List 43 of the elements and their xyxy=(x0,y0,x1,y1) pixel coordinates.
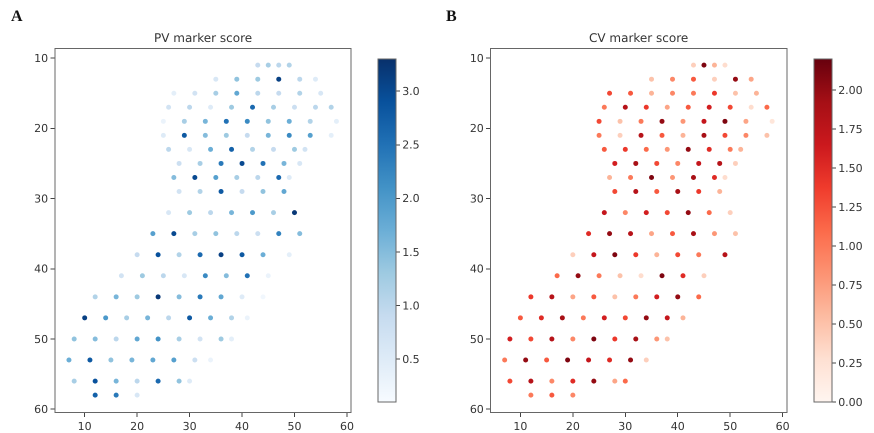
x-tick-label: 30 xyxy=(182,420,197,433)
color-bar-label: 1.0 xyxy=(402,299,420,312)
x-tick-label: 60 xyxy=(776,420,790,433)
x-tick-label: 10 xyxy=(513,420,528,433)
y-tick-label: 40 xyxy=(470,262,484,276)
color-bar-label: 2.00 xyxy=(838,84,863,98)
color-bar-label: 1.50 xyxy=(838,162,863,175)
color-bar-label: 1.00 xyxy=(838,240,863,253)
y-tick-label: 20 xyxy=(34,122,48,136)
y-tick-label: 60 xyxy=(470,403,484,416)
color-bar-label: 1.5 xyxy=(402,246,420,259)
color-bar-label: 2.5 xyxy=(402,138,420,152)
x-tick-label: 30 xyxy=(618,420,632,433)
y-tick-label: 30 xyxy=(470,192,484,206)
color-bar-label: 1.25 xyxy=(838,200,863,214)
y-tick-label: 10 xyxy=(470,52,484,65)
chart-title: PV marker score xyxy=(154,31,252,45)
color-bar-label: 1.75 xyxy=(838,123,863,136)
y-tick-label: 50 xyxy=(470,332,484,346)
color-bar-label: 0.75 xyxy=(838,278,863,292)
color-bar-label: 3.0 xyxy=(402,85,420,98)
color-bar-label: 0.5 xyxy=(402,352,420,366)
y-tick-label: 20 xyxy=(470,122,484,136)
y-tick-label: 30 xyxy=(34,192,48,206)
text: B xyxy=(446,8,457,25)
color-bar-label: 2.0 xyxy=(402,192,420,206)
chart-title: CV marker score xyxy=(589,31,688,45)
x-tick-label: 20 xyxy=(130,420,144,433)
x-tick-label: 40 xyxy=(670,420,685,433)
color-bar-label: 0.50 xyxy=(838,318,863,331)
x-tick-label: 20 xyxy=(566,420,580,433)
text: A xyxy=(11,8,23,25)
x-tick-label: 40 xyxy=(235,420,250,433)
y-tick-label: 60 xyxy=(34,403,48,416)
color-bar-label: 0.00 xyxy=(838,396,863,409)
color-bar-label: 0.25 xyxy=(838,356,863,370)
y-tick-label: 10 xyxy=(34,52,48,65)
x-tick-label: 60 xyxy=(340,420,354,433)
y-tick-label: 50 xyxy=(34,332,48,346)
x-tick-label: 10 xyxy=(78,420,92,433)
y-tick-label: 40 xyxy=(34,262,48,276)
x-tick-label: 50 xyxy=(723,420,738,433)
x-tick-label: 50 xyxy=(287,420,302,433)
